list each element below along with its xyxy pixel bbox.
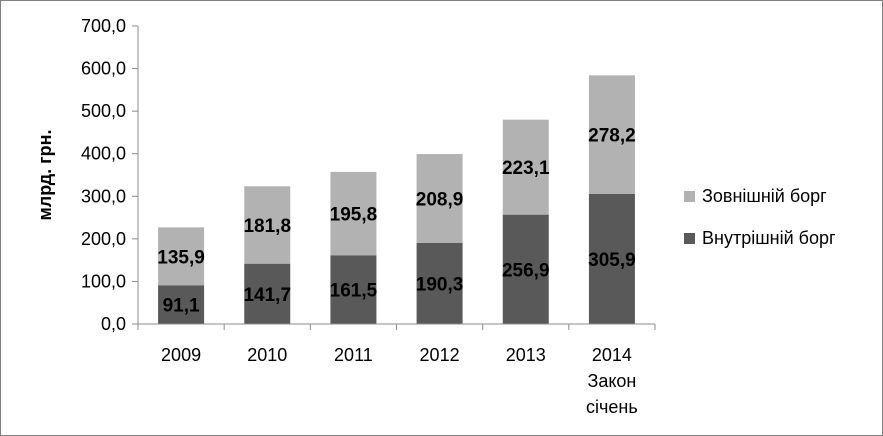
x-category-label-line: Закон <box>587 371 636 391</box>
data-label-internal: 256,9 <box>502 260 550 281</box>
x-category-label-line: 2013 <box>506 345 546 365</box>
data-label-external: 181,8 <box>243 216 291 237</box>
bar-internal-debt <box>158 285 205 324</box>
x-category-label-line: 2009 <box>161 345 201 365</box>
x-category-label-line: 2014 <box>592 345 632 365</box>
x-category-label: 2009 <box>161 345 201 365</box>
bar-external-debt <box>244 186 291 264</box>
x-category-label-line: 2011 <box>334 345 373 365</box>
y-axis-title-group: млрд. грн. <box>35 129 55 220</box>
x-category-label: 2010 <box>247 345 287 365</box>
data-label-internal: 190,3 <box>416 274 464 295</box>
data-label-internal: 161,5 <box>330 281 378 302</box>
bar-internal-debt <box>588 193 635 324</box>
y-tick-label: 100,0 <box>81 271 126 291</box>
y-tick-label: 700,0 <box>81 16 126 36</box>
data-label-external: 195,8 <box>330 205 378 226</box>
x-category-label-line: січень <box>586 397 638 417</box>
x-category-label: 2013 <box>506 345 546 365</box>
legend-swatch-external <box>684 191 695 202</box>
y-tick-label: 200,0 <box>81 229 126 249</box>
data-label-external: 223,1 <box>502 158 550 179</box>
x-category-label: 2012 <box>420 345 460 365</box>
y-axis-ticks: 0,0 100,0 200,0 300,0 400,0 500,0 600,0 700,0 <box>81 16 138 334</box>
data-label-internal: 91,1 <box>163 296 200 317</box>
y-axis-title: млрд. грн. <box>35 129 55 220</box>
y-tick-label: 400,0 <box>81 144 126 164</box>
axes <box>137 26 656 330</box>
bar-internal-debt <box>330 255 377 324</box>
data-label-external: 208,9 <box>416 190 464 211</box>
bar-internal-debt <box>416 242 463 324</box>
data-label-internal: 141,7 <box>243 285 291 306</box>
bars <box>158 75 635 324</box>
data-label-internal: 305,9 <box>588 250 636 271</box>
data-labels: 91,1 135,9 141,7 181,8 161,5 195,8 190,3 208,9 2… <box>157 126 635 317</box>
legend-label-internal: Внутрішній борг <box>702 228 836 248</box>
y-tick-label: 0,0 <box>101 314 126 334</box>
legend: Зовнішній борг Внутрішній борг <box>684 186 836 248</box>
y-tick-label: 600,0 <box>81 59 126 79</box>
y-tick-label: 300,0 <box>81 186 126 206</box>
bar-internal-debt <box>502 214 549 324</box>
bar-external-debt <box>502 119 549 215</box>
bar-external-debt <box>330 171 377 256</box>
data-label-external: 135,9 <box>157 247 205 268</box>
y-tick-label: 500,0 <box>81 101 126 121</box>
x-category-label-line: 2012 <box>420 345 460 365</box>
x-category-label-line: 2010 <box>247 345 287 365</box>
bar-external-debt <box>158 227 205 286</box>
x-category-label: 2011 <box>334 345 373 365</box>
legend-label-external: Зовнішній борг <box>702 186 827 206</box>
x-category-label: 2014 Закон січень <box>586 345 638 417</box>
bar-internal-debt <box>244 263 291 324</box>
bar-external-debt <box>588 75 635 194</box>
legend-swatch-internal <box>684 233 695 244</box>
category-labels: 2009 2010 2011 2012 2013 2014 Закон січень <box>161 345 638 417</box>
bar-external-debt <box>416 154 463 243</box>
data-label-external: 278,2 <box>588 126 636 147</box>
